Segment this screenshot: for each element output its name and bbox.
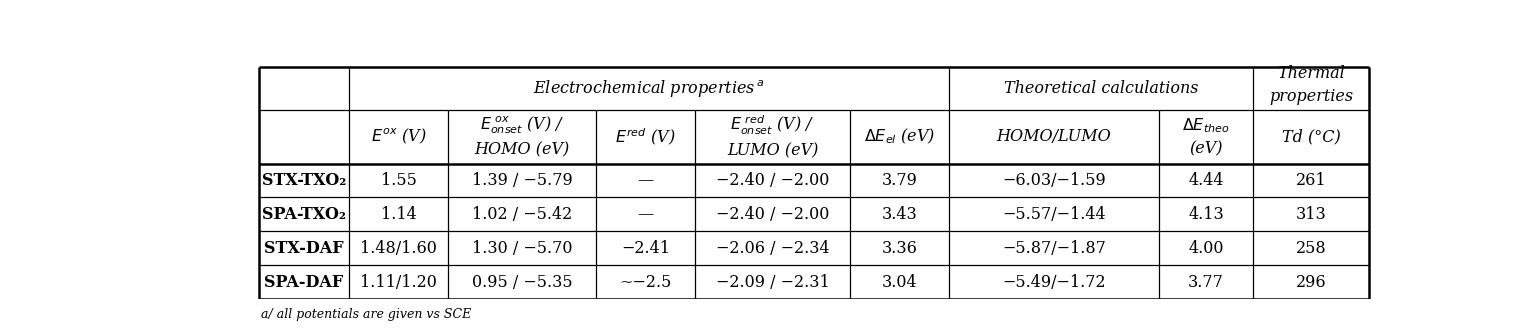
Text: −2.09 / −2.31: −2.09 / −2.31: [716, 274, 829, 291]
Text: $E_{onset}^{\ ox}$ (V) /
HOMO (eV): $E_{onset}^{\ ox}$ (V) / HOMO (eV): [475, 115, 570, 158]
Text: 1.55: 1.55: [380, 172, 417, 189]
Text: HOMO/LUMO: HOMO/LUMO: [997, 128, 1112, 145]
Text: a/ all potentials are given vs SCE: a/ all potentials are given vs SCE: [261, 308, 470, 321]
Text: Thermal
properties: Thermal properties: [1269, 65, 1353, 105]
Text: $E^{red}$ (V): $E^{red}$ (V): [615, 126, 676, 147]
Text: 3.36: 3.36: [881, 240, 918, 257]
Text: 1.02 / −5.42: 1.02 / −5.42: [472, 206, 573, 223]
Text: 3.77: 3.77: [1188, 274, 1225, 291]
Text: −5.87/−1.87: −5.87/−1.87: [1002, 240, 1106, 257]
Text: −2.41: −2.41: [621, 240, 670, 257]
Text: 0.95 / −5.35: 0.95 / −5.35: [472, 274, 573, 291]
Text: −6.03/−1.59: −6.03/−1.59: [1002, 172, 1106, 189]
Text: STX-TXO₂: STX-TXO₂: [261, 172, 347, 189]
Text: 3.43: 3.43: [881, 206, 918, 223]
Text: −5.57/−1.44: −5.57/−1.44: [1002, 206, 1106, 223]
Text: −2.40 / −2.00: −2.40 / −2.00: [716, 172, 829, 189]
Text: 3.04: 3.04: [881, 274, 918, 291]
Text: 1.48/1.60: 1.48/1.60: [360, 240, 437, 257]
Text: Electrochemical properties$\,^{a}$: Electrochemical properties$\,^{a}$: [533, 78, 765, 98]
Text: −2.40 / −2.00: −2.40 / −2.00: [716, 206, 829, 223]
Text: 296: 296: [1296, 274, 1327, 291]
Text: 1.11/1.20: 1.11/1.20: [360, 274, 437, 291]
Text: 258: 258: [1296, 240, 1327, 257]
Text: ~−2.5: ~−2.5: [620, 274, 672, 291]
Text: 313: 313: [1296, 206, 1327, 223]
Text: —: —: [638, 172, 654, 189]
Text: $E_{onset}^{\ red}$ (V) /
LUMO (eV): $E_{onset}^{\ red}$ (V) / LUMO (eV): [727, 114, 818, 159]
Text: SPA-DAF: SPA-DAF: [264, 274, 344, 291]
Text: SPA-TXO₂: SPA-TXO₂: [263, 206, 347, 223]
Text: STX-DAF: STX-DAF: [264, 240, 344, 257]
Text: −2.06 / −2.34: −2.06 / −2.34: [716, 240, 829, 257]
Text: 3.79: 3.79: [881, 172, 918, 189]
Text: 4.44: 4.44: [1188, 172, 1223, 189]
Text: $\Delta E_{el}$ (eV): $\Delta E_{el}$ (eV): [864, 127, 936, 146]
Text: Theoretical calculations: Theoretical calculations: [1005, 80, 1199, 96]
Text: —: —: [638, 206, 654, 223]
Text: $\Delta E_{theo}$
(eV): $\Delta E_{theo}$ (eV): [1182, 116, 1229, 157]
Text: 1.14: 1.14: [380, 206, 417, 223]
Text: Td (°C): Td (°C): [1281, 128, 1341, 145]
Text: −5.49/−1.72: −5.49/−1.72: [1002, 274, 1106, 291]
Text: 4.13: 4.13: [1188, 206, 1223, 223]
Text: $E^{ox}$ (V): $E^{ox}$ (V): [371, 127, 426, 146]
Text: 1.39 / −5.79: 1.39 / −5.79: [472, 172, 573, 189]
Text: 261: 261: [1296, 172, 1327, 189]
Text: 4.00: 4.00: [1188, 240, 1223, 257]
Text: 1.30 / −5.70: 1.30 / −5.70: [472, 240, 573, 257]
